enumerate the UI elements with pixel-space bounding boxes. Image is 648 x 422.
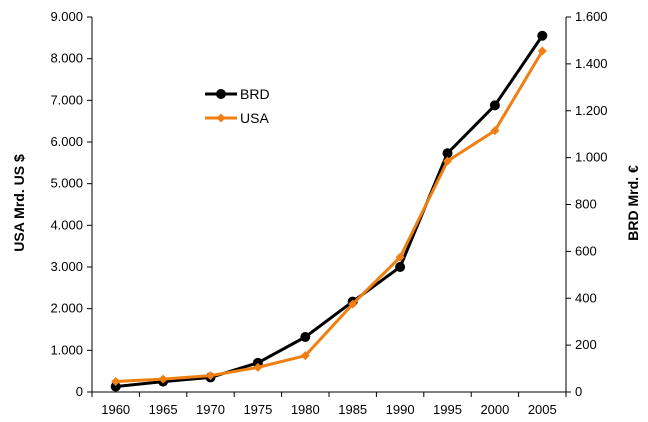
right-tick-label: 1.200 xyxy=(575,103,608,118)
x-tick-label: 1990 xyxy=(386,402,415,417)
data-point xyxy=(443,156,452,166)
legend-label: BRD xyxy=(240,86,270,102)
right-tick-label: 400 xyxy=(575,290,597,305)
left-axis-title: USA Mrd. US $ xyxy=(11,154,27,252)
left-tick-label: 4.000 xyxy=(50,217,83,232)
data-point xyxy=(537,46,547,56)
data-point xyxy=(216,89,226,99)
data-point xyxy=(442,148,453,159)
legend-item-brd: BRD xyxy=(205,86,270,102)
right-tick-label: 1.400 xyxy=(575,56,608,71)
series-brd xyxy=(110,30,548,392)
data-point xyxy=(348,299,358,309)
data-point xyxy=(158,374,168,384)
data-point xyxy=(395,262,406,272)
x-tick-label: 2005 xyxy=(528,402,557,417)
right-tick-label: 800 xyxy=(575,197,597,212)
legend-label: USA xyxy=(240,110,269,126)
x-tick-label: 1970 xyxy=(196,402,225,417)
right-axis-title: BRD Mrd. € xyxy=(625,165,641,241)
right-tick-label: 600 xyxy=(575,243,597,258)
data-point xyxy=(395,252,405,262)
left-tick-label: 6.000 xyxy=(50,134,83,149)
x-tick-label: 1985 xyxy=(338,402,367,417)
series-usa xyxy=(111,46,547,386)
legend: BRD USA xyxy=(205,86,270,126)
series-line xyxy=(115,50,544,383)
ticks: 0 1.000 2.000 3.000 4.000 5.000 6.000 7.000 8.00… xyxy=(50,9,607,417)
left-tick-label: 8.000 xyxy=(50,51,83,66)
left-tick-label: 1.000 xyxy=(50,342,83,357)
x-tick-label: 1975 xyxy=(243,402,272,417)
series xyxy=(110,30,548,392)
left-tick-label: 5.000 xyxy=(50,176,83,191)
x-tick-label: 1965 xyxy=(149,402,178,417)
x-tick-label: 1980 xyxy=(291,402,320,417)
data-point xyxy=(489,100,500,111)
data-point xyxy=(490,126,500,136)
right-tick-label: 0 xyxy=(575,384,582,399)
data-point xyxy=(300,332,311,342)
data-point xyxy=(110,381,121,392)
data-point xyxy=(206,371,215,381)
right-tick-label: 1.000 xyxy=(575,150,608,165)
x-tick-label: 1995 xyxy=(433,402,462,417)
series-line xyxy=(115,34,544,389)
left-tick-label: 3.000 xyxy=(50,259,83,274)
left-tick-label: 0 xyxy=(76,384,83,399)
x-tick-label: 1960 xyxy=(101,402,130,417)
data-point xyxy=(111,376,121,386)
data-point xyxy=(253,362,263,372)
axes xyxy=(91,17,567,393)
right-tick-label: 200 xyxy=(575,337,597,352)
left-tick-label: 9.000 xyxy=(50,9,83,24)
data-point xyxy=(300,351,310,361)
data-point xyxy=(537,30,548,41)
right-tick-label: 1.600 xyxy=(575,9,608,24)
x-tick-label: 2000 xyxy=(480,402,509,417)
legend-item-usa: USA xyxy=(205,110,269,126)
left-tick-label: 7.000 xyxy=(50,92,83,107)
left-tick-label: 2.000 xyxy=(50,301,83,316)
data-point xyxy=(216,113,226,123)
